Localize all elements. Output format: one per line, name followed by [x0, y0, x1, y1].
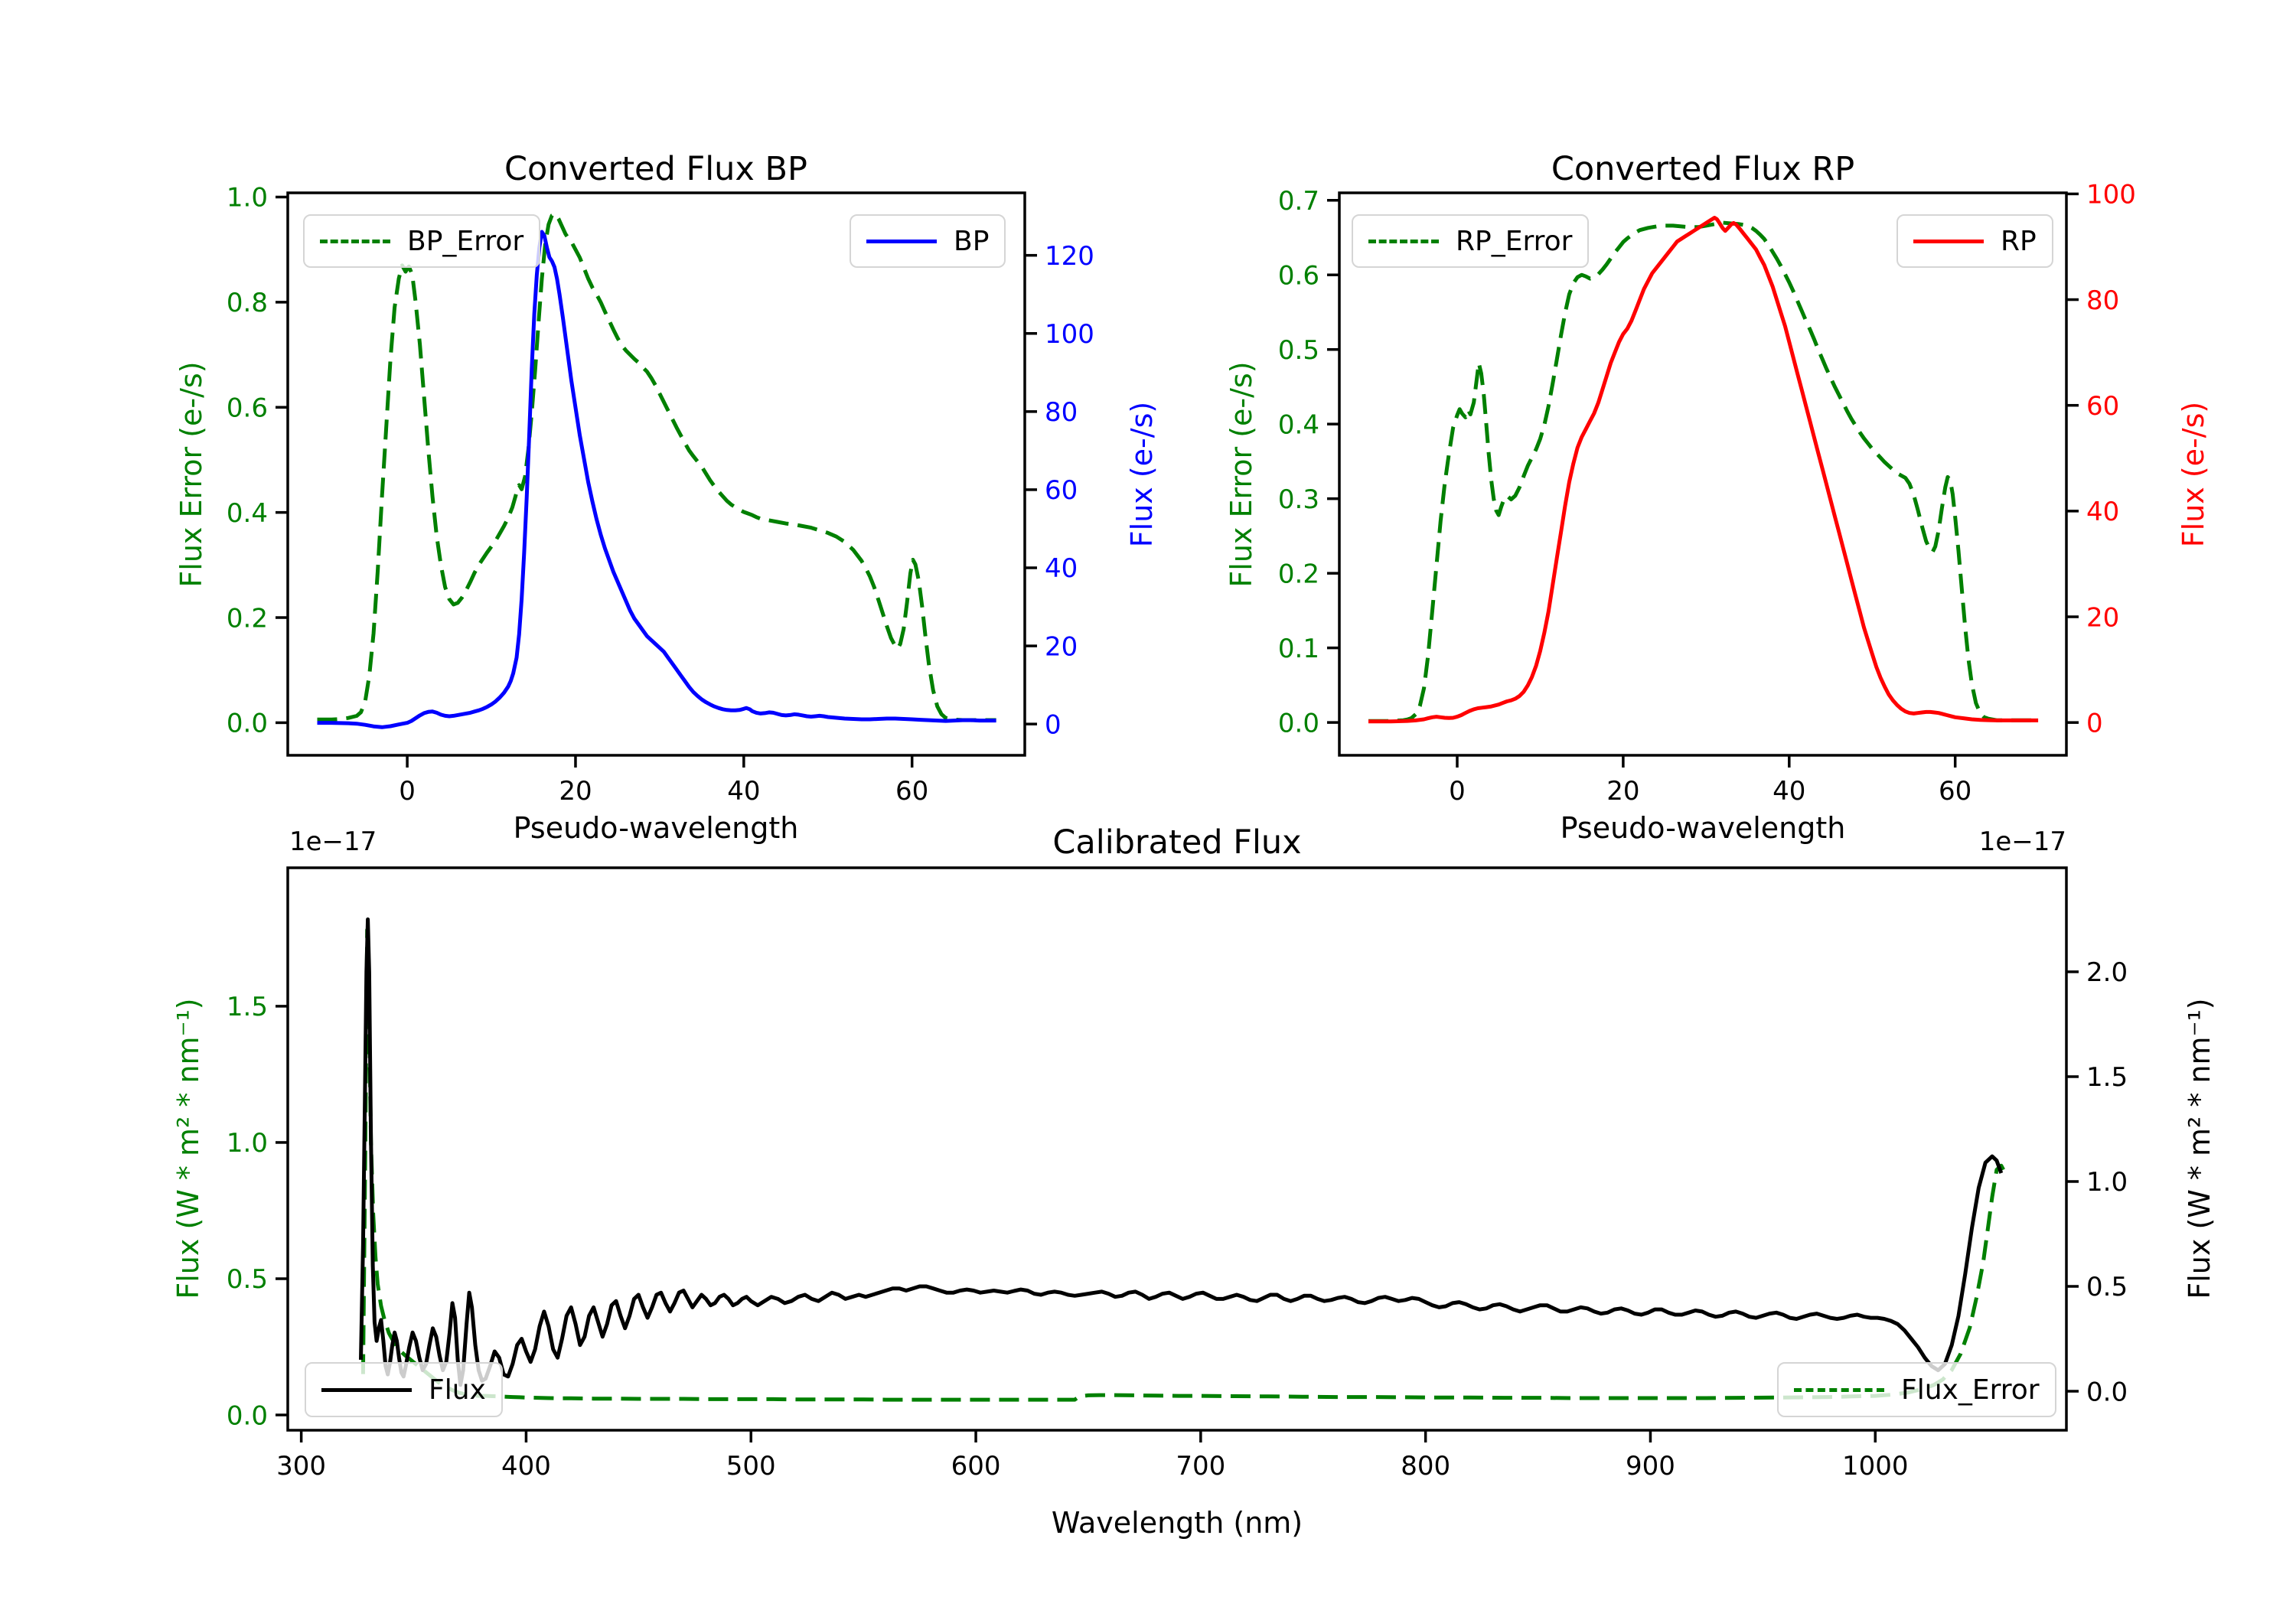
rp-error-curve	[1368, 220, 2039, 723]
right-tick-label: 120	[1045, 241, 1094, 272]
right-tick-label: 1.5	[2086, 1062, 2128, 1093]
flux-error-legend: Flux_Error	[1777, 1362, 2056, 1417]
left-tick-label: 0.2	[1278, 559, 1319, 589]
bp-legend: BP	[850, 214, 1006, 268]
left-tick-label: 1.0	[227, 183, 268, 214]
x-tick-label: 700	[1176, 1451, 1225, 1482]
flux-error-curve	[360, 927, 2005, 1402]
left-tick-label: 1.5	[227, 992, 268, 1022]
left-tick-label: 0.6	[1278, 260, 1319, 291]
x-tick-label: 60	[895, 776, 928, 807]
right-tick-label: 20	[2086, 602, 2119, 633]
rp-xlabel: Pseudo-wavelength	[1560, 811, 1846, 845]
right-tick-label: 40	[1045, 553, 1078, 584]
flux-legend: Flux	[305, 1362, 503, 1417]
x-tick-label: 40	[1773, 776, 1805, 807]
bp-left-ylabel: Flux Error (e-/s)	[174, 361, 208, 588]
flux-curve	[359, 917, 2004, 1387]
right-tick-label: 0.0	[2086, 1377, 2128, 1407]
left-tick-label: 0.4	[1278, 409, 1319, 440]
axes-frame	[286, 191, 1026, 757]
x-tick-label: 40	[727, 776, 760, 807]
left-tick-label: 0.2	[227, 603, 268, 634]
right-tick-label: 20	[1045, 631, 1078, 662]
right-tick-label: 1.0	[2086, 1167, 2128, 1198]
bp-error-legend-line	[320, 239, 390, 243]
right-tick-label: 40	[2086, 497, 2119, 527]
right-tick-label: 100	[2086, 180, 2136, 210]
rp-error-legend: RP_Error	[1352, 214, 1590, 268]
rp-legend-line	[1913, 239, 1984, 243]
rp-right-ylabel: Flux (e-/s)	[2177, 401, 2210, 548]
bp-legend-line	[866, 239, 937, 243]
left-tick-label: 0.1	[1278, 634, 1319, 664]
flux-legend-line	[321, 1387, 412, 1392]
rp-legend: RP	[1896, 214, 2053, 268]
right-tick-label: 0	[2086, 708, 2103, 738]
x-tick-label: 20	[559, 776, 592, 807]
x-tick-label: 20	[1606, 776, 1639, 807]
rp-error-legend-label: RP_Error	[1456, 225, 1573, 257]
rp-curve	[1368, 216, 2039, 724]
rp-error-legend-line	[1368, 239, 1439, 243]
bp-error-legend: BP_Error	[303, 214, 541, 268]
right-tick-label: 100	[1045, 319, 1094, 350]
right-tick-label: 60	[2086, 391, 2119, 422]
right-tick-label: 0	[1045, 709, 1062, 740]
x-tick-label: 1000	[1842, 1451, 1909, 1482]
flux-error-legend-label: Flux_Error	[1901, 1374, 2040, 1406]
left-tick-label: 0.5	[1278, 335, 1319, 366]
subplot-rp: 0 20 40 60 0.0 0.1 0.2 0.3 0.4 0.5 0.6 0.7 0 20 40 60 80…	[1278, 180, 2136, 807]
bp-error-legend-label: BP_Error	[407, 225, 524, 257]
axes-frame	[286, 866, 2068, 1432]
axes-frame	[1338, 191, 2068, 757]
bp-curve	[317, 230, 996, 729]
x-tick-label: 800	[1401, 1451, 1450, 1482]
right-offset-text: 1e−17	[1978, 826, 2066, 857]
right-tick-label: 80	[2086, 285, 2119, 316]
rp-legend-label: RP	[2001, 225, 2037, 257]
x-tick-label: 500	[726, 1451, 776, 1482]
left-tick-label: 0.0	[1278, 708, 1319, 738]
left-offset-text: 1e−17	[289, 826, 377, 857]
left-tick-label: 0.6	[227, 393, 268, 424]
subplot-bp: 0 20 40 60 0.0 0.2 0.4 0.6 0.8 1.0 0 20 40 60 80 100 120	[227, 183, 1094, 807]
left-tick-label: 1.0	[227, 1128, 268, 1159]
left-tick-label: 0.8	[227, 288, 268, 318]
left-tick-label: 0.0	[227, 709, 268, 739]
calibrated-left-ylabel: Flux (W * m² * nm⁻¹)	[171, 998, 205, 1299]
left-tick-label: 0.7	[1278, 186, 1319, 217]
calibrated-title: Calibrated Flux	[1052, 823, 1302, 862]
left-tick-label: 0.5	[227, 1264, 268, 1295]
left-tick-label: 0.4	[227, 498, 268, 529]
bp-legend-label: BP	[954, 225, 990, 257]
left-tick-label: 0.3	[1278, 484, 1319, 515]
right-tick-label: 0.5	[2086, 1272, 2128, 1302]
flux-error-legend-line	[1794, 1387, 1884, 1392]
calibrated-right-ylabel: Flux (W * m² * nm⁻¹)	[2183, 998, 2216, 1299]
right-tick-label: 2.0	[2086, 957, 2128, 988]
x-tick-label: 400	[501, 1451, 551, 1482]
x-tick-label: 900	[1626, 1451, 1675, 1482]
left-tick-label: 0.0	[227, 1400, 268, 1431]
bp-right-ylabel: Flux (e-/s)	[1125, 401, 1159, 548]
calibrated-xlabel: Wavelength (nm)	[1051, 1506, 1303, 1540]
x-tick-label: 300	[276, 1451, 326, 1482]
flux-legend-label: Flux	[429, 1374, 486, 1406]
right-tick-label: 80	[1045, 397, 1078, 428]
x-tick-label: 600	[951, 1451, 1001, 1482]
bp-error-curve	[317, 212, 996, 722]
bp-title: Converted Flux BP	[504, 150, 807, 188]
right-tick-label: 60	[1045, 475, 1078, 506]
bp-xlabel: Pseudo-wavelength	[513, 811, 799, 845]
x-tick-label: 60	[1939, 776, 1971, 807]
x-tick-label: 0	[399, 776, 416, 807]
rp-left-ylabel: Flux Error (e-/s)	[1225, 361, 1258, 588]
x-tick-label: 0	[1449, 776, 1466, 807]
rp-title: Converted Flux RP	[1551, 150, 1855, 188]
